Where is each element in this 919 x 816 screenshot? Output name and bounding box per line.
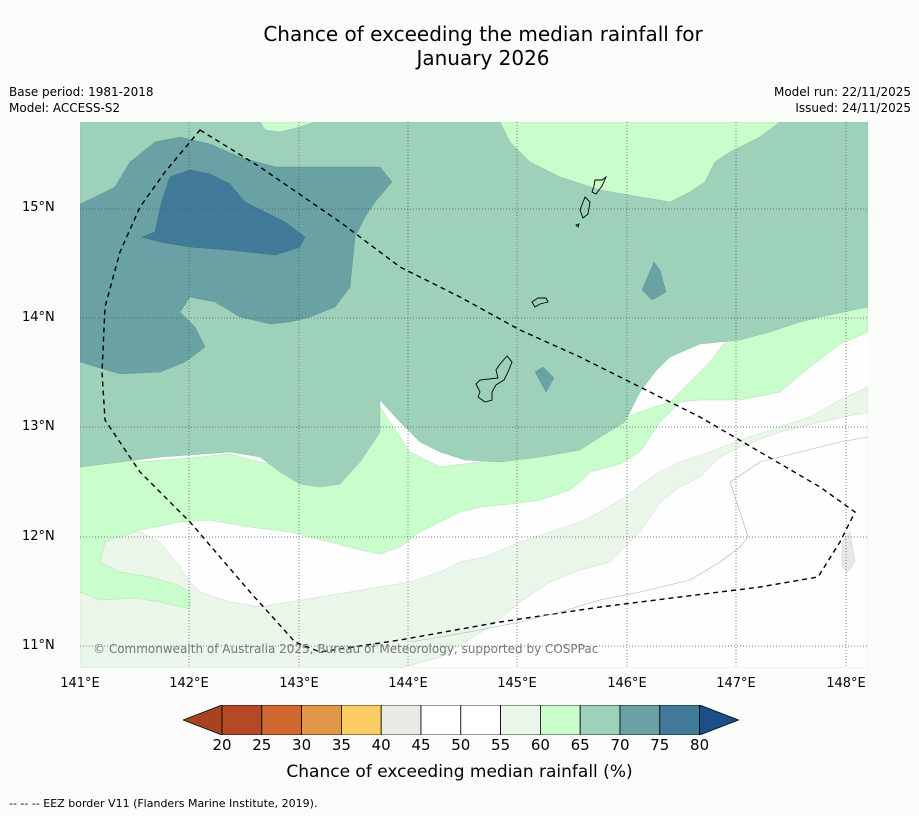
colorbar-tick-label: 80 xyxy=(690,736,710,754)
patch-45-50 xyxy=(841,531,856,573)
gridlines xyxy=(80,122,868,668)
colorbar-segment xyxy=(221,705,263,735)
lon-label-143: 143°E xyxy=(279,676,319,691)
base-period: Base period: 1981-2018 xyxy=(9,85,154,99)
contour-50 xyxy=(409,436,868,643)
colorbar-label: Chance of exceeding median rainfall (%) xyxy=(286,762,633,782)
colorbar-segment xyxy=(659,705,700,735)
patch-70-75-a xyxy=(641,261,667,301)
lat-label-13: 13°N xyxy=(22,419,55,434)
issued-date: Issued: 24/11/2025 xyxy=(795,101,911,115)
colorbar-tick-label: 65 xyxy=(570,736,590,754)
colorbar-tick-label: 75 xyxy=(650,736,670,754)
lon-label-148: 148°E xyxy=(826,676,866,691)
colorbar-tick-label: 50 xyxy=(451,736,471,754)
colorbar-tick-label: 30 xyxy=(292,736,312,754)
colorbar-segment xyxy=(579,705,621,735)
map-title: Chance of exceeding the median rainfall … xyxy=(0,22,919,70)
lon-label-141: 141°E xyxy=(60,676,100,691)
island-guam xyxy=(475,355,513,403)
colorbar-segment xyxy=(301,705,342,735)
lat-label-15: 15°N xyxy=(22,200,55,215)
meta-right: Model run: 22/11/2025 Issued: 24/11/2025 xyxy=(774,84,911,116)
island-aguijan xyxy=(575,223,580,228)
lon-label-142: 142°E xyxy=(169,676,209,691)
region-60-65 xyxy=(80,281,868,610)
lat-label-14: 14°N xyxy=(22,310,55,325)
colorbar-segment xyxy=(340,705,382,735)
colorbar-tick-label: 20 xyxy=(212,736,232,754)
title-line-1: Chance of exceeding the median rainfall … xyxy=(263,22,703,46)
colorbar-segment xyxy=(420,705,462,735)
colorbar-over-arrow xyxy=(699,705,739,735)
island-saipan xyxy=(591,175,608,195)
colorbar-tick-label: 40 xyxy=(371,736,391,754)
colorbar-tick-label: 60 xyxy=(530,736,550,754)
island-rota xyxy=(531,297,549,308)
colorbar-segment xyxy=(460,705,501,735)
colorbar xyxy=(183,705,739,735)
lat-label-11: 11°N xyxy=(22,638,55,653)
eez-border xyxy=(101,129,856,653)
lon-label-146: 146°E xyxy=(607,676,647,691)
island-tinian xyxy=(579,196,591,219)
colorbar-tick-label: 55 xyxy=(491,736,511,754)
lon-label-145: 145°E xyxy=(497,676,537,691)
colorbar-segment xyxy=(500,705,541,735)
region-70-75 xyxy=(80,136,393,375)
colorbar-segment xyxy=(539,705,581,735)
model-name: Model: ACCESS-S2 xyxy=(9,101,121,115)
colorbar-under-arrow xyxy=(183,705,223,735)
lat-label-12: 12°N xyxy=(22,529,55,544)
lon-label-147: 147°E xyxy=(716,676,756,691)
colorbar-segment xyxy=(261,705,303,735)
colorbar-tick-label: 70 xyxy=(610,736,630,754)
title-line-2: January 2026 xyxy=(416,46,550,70)
region-50-55 xyxy=(399,411,868,668)
colorbar-tick-label: 25 xyxy=(252,736,272,754)
region-75-80 xyxy=(141,169,306,256)
meta-left: Base period: 1981-2018 Model: ACCESS-S2 xyxy=(9,84,154,116)
colorbar-segment xyxy=(380,705,422,735)
lon-label-144: 144°E xyxy=(388,676,428,691)
eez-footnote: -- -- -- EEZ border V11 (Flanders Marine… xyxy=(9,797,318,810)
colorbar-tick-label: 35 xyxy=(331,736,351,754)
islands xyxy=(475,175,608,403)
patch-70-75-b xyxy=(534,366,555,393)
copyright-notice: © Commonwealth of Australia 2025, Bureau… xyxy=(93,642,599,656)
model-run: Model run: 22/11/2025 xyxy=(773,85,911,99)
colorbar-segment xyxy=(619,705,661,735)
colorbar-tick-label: 45 xyxy=(411,736,431,754)
rainfall-map xyxy=(80,122,868,668)
